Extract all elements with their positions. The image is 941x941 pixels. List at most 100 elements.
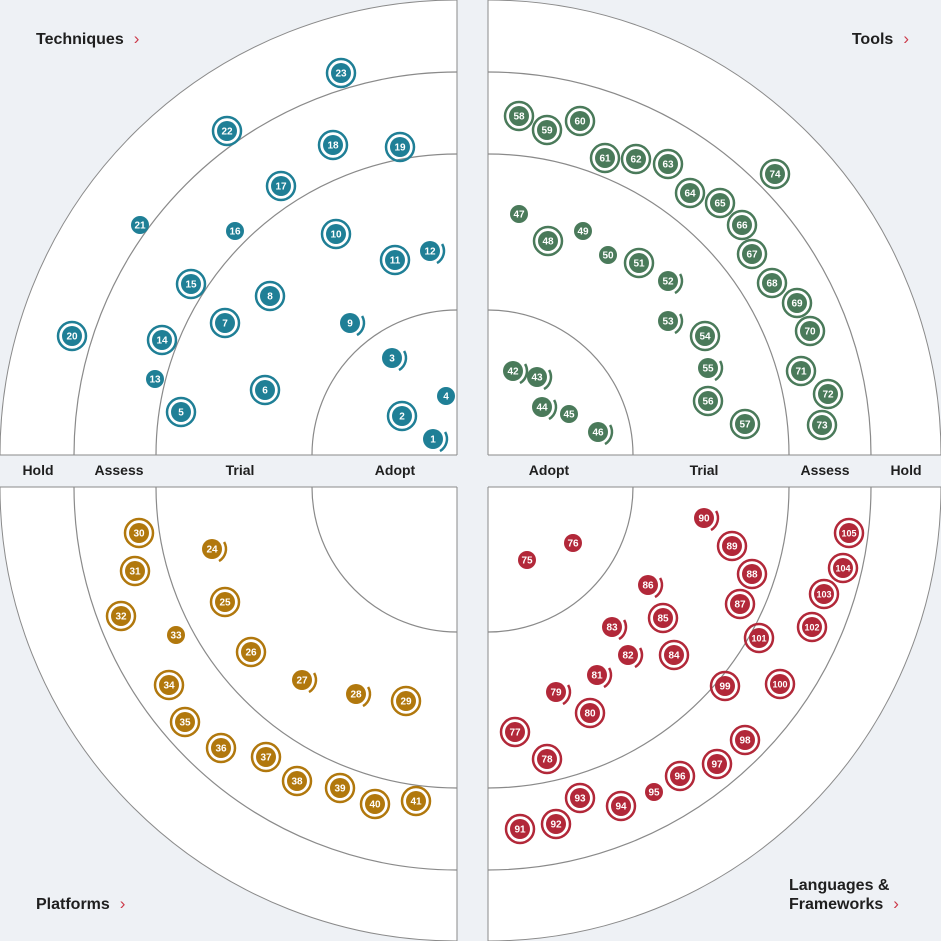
blip-32[interactable]: 32 — [105, 600, 137, 632]
quadrant-link-tools[interactable]: Tools › — [852, 30, 909, 49]
blip-105[interactable]: 105 — [833, 517, 865, 549]
blip-45[interactable]: 45 — [560, 405, 578, 423]
blip-34[interactable]: 34 — [153, 669, 185, 701]
blip-98[interactable]: 98 — [729, 724, 761, 756]
blip-57[interactable]: 57 — [729, 408, 761, 440]
blip-83[interactable]: 83 — [602, 617, 628, 641]
blip-33[interactable]: 33 — [167, 626, 185, 644]
blip-71[interactable]: 71 — [785, 355, 817, 387]
blip-44[interactable]: 44 — [532, 397, 558, 421]
blip-1[interactable]: 1 — [423, 429, 449, 453]
blip-51[interactable]: 51 — [623, 247, 655, 279]
blip-102[interactable]: 102 — [796, 611, 828, 643]
blip-12[interactable]: 12 — [420, 241, 446, 265]
blip-65[interactable]: 65 — [704, 187, 736, 219]
blip-46[interactable]: 46 — [588, 422, 614, 446]
blip-101[interactable]: 101 — [743, 622, 775, 654]
blip-11[interactable]: 11 — [379, 244, 411, 276]
blip-103[interactable]: 103 — [808, 578, 840, 610]
blip-68[interactable]: 68 — [756, 267, 788, 299]
blip-75[interactable]: 75 — [518, 551, 536, 569]
blip-22[interactable]: 22 — [211, 115, 243, 147]
blip-90[interactable]: 90 — [694, 508, 720, 532]
blip-87[interactable]: 87 — [724, 588, 756, 620]
blip-97[interactable]: 97 — [701, 748, 733, 780]
blip-64[interactable]: 64 — [674, 177, 706, 209]
blip-49[interactable]: 49 — [574, 222, 592, 240]
blip-38[interactable]: 38 — [281, 765, 313, 797]
blip-56[interactable]: 56 — [692, 385, 724, 417]
blip-78[interactable]: 78 — [531, 743, 563, 775]
blip-95[interactable]: 95 — [645, 783, 663, 801]
blip-28[interactable]: 28 — [346, 684, 372, 708]
blip-79[interactable]: 79 — [546, 682, 572, 706]
blip-58[interactable]: 58 — [503, 100, 535, 132]
blip-94[interactable]: 94 — [605, 790, 637, 822]
blip-100[interactable]: 100 — [764, 668, 796, 700]
blip-42[interactable]: 42 — [503, 361, 529, 385]
blip-52[interactable]: 52 — [658, 271, 684, 295]
blip-81[interactable]: 81 — [587, 665, 613, 689]
blip-14[interactable]: 14 — [146, 324, 178, 356]
blip-21[interactable]: 21 — [131, 216, 149, 234]
blip-23[interactable]: 23 — [325, 57, 357, 89]
blip-10[interactable]: 10 — [320, 218, 352, 250]
blip-8[interactable]: 8 — [254, 280, 286, 312]
quadrant-link-techniques[interactable]: Techniques › — [36, 30, 139, 49]
blip-85[interactable]: 85 — [647, 602, 679, 634]
blip-19[interactable]: 19 — [384, 131, 416, 163]
blip-86[interactable]: 86 — [638, 575, 664, 599]
blip-4[interactable]: 4 — [437, 387, 455, 405]
blip-104[interactable]: 104 — [827, 552, 859, 584]
blip-69[interactable]: 69 — [781, 287, 813, 319]
blip-73[interactable]: 73 — [806, 409, 838, 441]
blip-31[interactable]: 31 — [119, 555, 151, 587]
blip-17[interactable]: 17 — [265, 170, 297, 202]
blip-88[interactable]: 88 — [736, 558, 768, 590]
blip-53[interactable]: 53 — [658, 311, 684, 335]
blip-91[interactable]: 91 — [504, 813, 536, 845]
blip-74[interactable]: 74 — [759, 158, 791, 190]
blip-72[interactable]: 72 — [812, 378, 844, 410]
blip-89[interactable]: 89 — [716, 530, 748, 562]
blip-60[interactable]: 60 — [564, 105, 596, 137]
blip-24[interactable]: 24 — [202, 539, 228, 563]
blip-36[interactable]: 36 — [205, 732, 237, 764]
blip-80[interactable]: 80 — [574, 697, 606, 729]
blip-30[interactable]: 30 — [123, 517, 155, 549]
blip-76[interactable]: 76 — [564, 534, 582, 552]
blip-35[interactable]: 35 — [169, 706, 201, 738]
blip-54[interactable]: 54 — [689, 320, 721, 352]
blip-82[interactable]: 82 — [618, 645, 644, 669]
quadrant-link-platforms[interactable]: Platforms › — [36, 895, 125, 914]
blip-13[interactable]: 13 — [146, 370, 164, 388]
blip-5[interactable]: 5 — [165, 396, 197, 428]
blip-48[interactable]: 48 — [532, 225, 564, 257]
blip-43[interactable]: 43 — [527, 367, 553, 391]
blip-92[interactable]: 92 — [540, 808, 572, 840]
blip-77[interactable]: 77 — [499, 716, 531, 748]
blip-29[interactable]: 29 — [390, 685, 422, 717]
blip-62[interactable]: 62 — [620, 143, 652, 175]
blip-40[interactable]: 40 — [359, 788, 391, 820]
blip-84[interactable]: 84 — [658, 639, 690, 671]
blip-61[interactable]: 61 — [589, 142, 621, 174]
blip-99[interactable]: 99 — [709, 670, 741, 702]
blip-27[interactable]: 27 — [292, 670, 318, 694]
blip-59[interactable]: 59 — [531, 114, 563, 146]
blip-7[interactable]: 7 — [209, 307, 241, 339]
blip-9[interactable]: 9 — [340, 313, 366, 337]
blip-66[interactable]: 66 — [726, 209, 758, 241]
blip-70[interactable]: 70 — [794, 315, 826, 347]
blip-67[interactable]: 67 — [736, 238, 768, 270]
blip-47[interactable]: 47 — [510, 205, 528, 223]
blip-2[interactable]: 2 — [386, 400, 418, 432]
blip-26[interactable]: 26 — [235, 636, 267, 668]
blip-39[interactable]: 39 — [324, 772, 356, 804]
blip-6[interactable]: 6 — [249, 374, 281, 406]
blip-15[interactable]: 15 — [175, 268, 207, 300]
blip-93[interactable]: 93 — [564, 782, 596, 814]
quadrant-link-languages[interactable]: Languages & Frameworks › — [789, 877, 899, 914]
blip-50[interactable]: 50 — [599, 246, 617, 264]
blip-63[interactable]: 63 — [652, 148, 684, 180]
